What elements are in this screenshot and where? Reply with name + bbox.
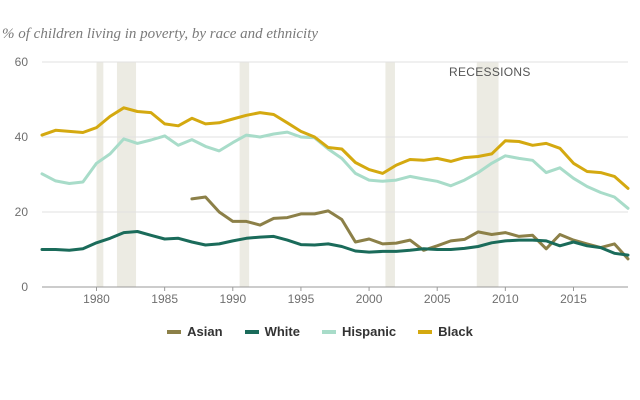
y-tick-label-0: 0 xyxy=(21,280,28,294)
legend-swatch xyxy=(167,329,182,334)
recession-band-1 xyxy=(116,62,137,287)
x-tick-label-1995: 1995 xyxy=(288,292,315,306)
y-tick-label-20: 20 xyxy=(15,205,29,219)
legend-item-black: Black xyxy=(418,324,473,339)
x-tick-label-2010: 2010 xyxy=(492,292,519,306)
recession-band-3 xyxy=(385,62,395,287)
y-tick-label-40: 40 xyxy=(15,130,29,144)
gridlines xyxy=(42,61,628,288)
series-line-black xyxy=(40,106,630,190)
series-lines xyxy=(40,106,630,261)
recession-band-0 xyxy=(96,62,104,287)
legend-item-hispanic: Hispanic xyxy=(321,324,397,339)
recession-bands xyxy=(96,62,499,287)
legend-item-white: White xyxy=(244,324,300,339)
series-line-asian xyxy=(190,195,630,261)
legend-label: Black xyxy=(438,324,473,339)
series-line-hispanic xyxy=(40,130,630,210)
x-tick-label-2005: 2005 xyxy=(424,292,451,306)
x-tick-label-2015: 2015 xyxy=(560,292,587,306)
recession-band-4 xyxy=(476,62,499,287)
x-tick-label-1980: 1980 xyxy=(83,292,110,306)
legend-swatch xyxy=(244,329,259,334)
recession-band-2 xyxy=(239,62,250,287)
legend-swatch xyxy=(418,329,433,334)
legend-label: Asian xyxy=(187,324,223,339)
x-tick-label-1985: 1985 xyxy=(151,292,178,306)
legend-item-asian: Asian xyxy=(167,324,223,339)
chart-title: % of children living in poverty, by race… xyxy=(2,26,319,42)
recessions-annotation: RECESSIONS xyxy=(449,65,531,79)
axis-ticks: 0 20 40 60 1980 1985 1990 1995 2000 2005 2010 2015 xyxy=(15,55,588,306)
x-tick-label-2000: 2000 xyxy=(356,292,383,306)
y-tick-label-60: 60 xyxy=(15,55,29,69)
legend: Asian White Hispanic Black xyxy=(0,324,640,339)
x-tick-label-1990: 1990 xyxy=(219,292,246,306)
legend-label: White xyxy=(264,324,300,339)
series-line-white xyxy=(40,230,630,257)
legend-label: Hispanic xyxy=(341,324,397,339)
legend-swatch xyxy=(321,329,336,334)
